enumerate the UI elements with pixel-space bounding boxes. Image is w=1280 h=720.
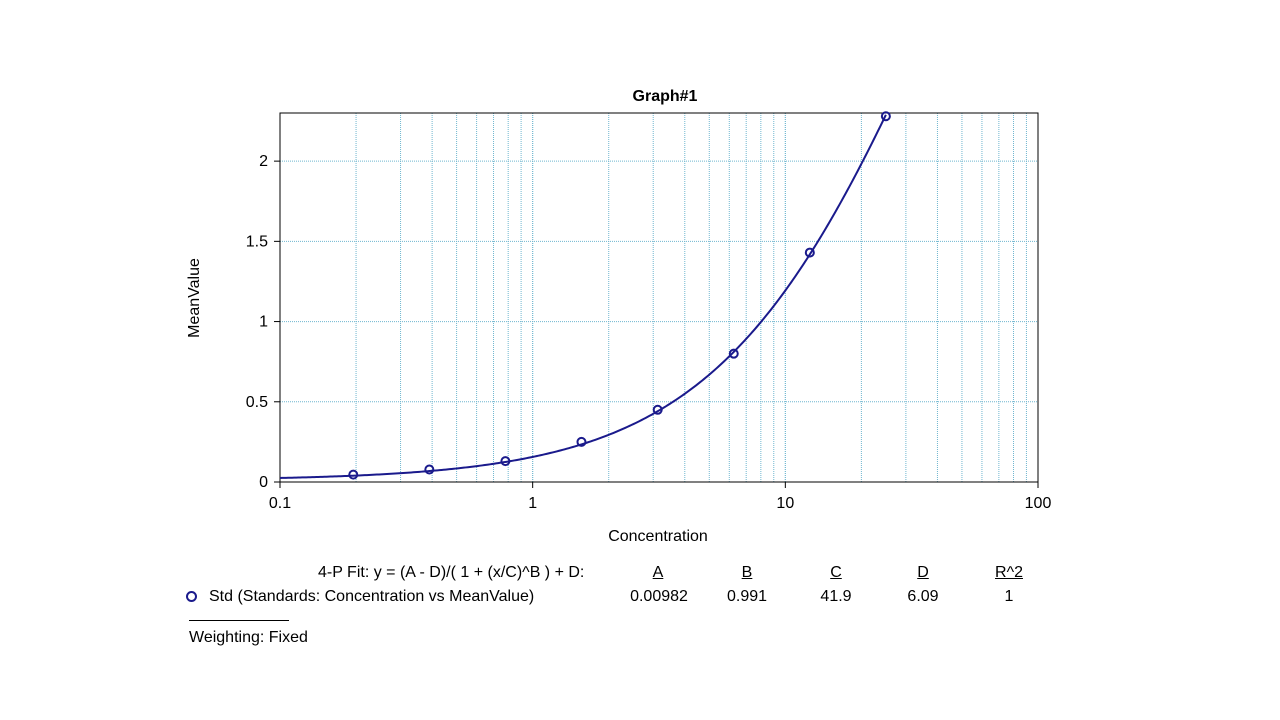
x-tick-label: 0.1: [269, 495, 291, 512]
plot-frame: [279, 112, 1039, 483]
grid: [280, 113, 1038, 482]
data-point: [804, 247, 815, 258]
x-tick-label: 10: [776, 495, 794, 512]
y-tick-label: 0.5: [246, 394, 268, 411]
x-tick-label: 1: [528, 495, 537, 512]
y-tick-label: 1.5: [246, 233, 268, 250]
fit-curve: [279, 114, 887, 479]
data-point: [424, 464, 435, 475]
data-point: [576, 436, 587, 447]
data-point: [500, 456, 511, 467]
y-tick-label: 2: [259, 153, 268, 170]
data-point: [652, 404, 663, 415]
axes: 0.1 1 10 100 0 0.5 1 1.5 2: [246, 153, 1052, 512]
data-point: [728, 348, 739, 359]
x-tick-label: 100: [1025, 495, 1052, 512]
data-points: [348, 111, 891, 480]
y-axis-label: MeanValue: [186, 258, 203, 338]
x-axis-label: Concentration: [608, 528, 708, 545]
chart-title: Graph#1: [633, 88, 698, 105]
data-point: [348, 469, 359, 480]
y-tick-label: 0: [259, 474, 268, 491]
y-tick-label: 1: [259, 314, 268, 331]
data-point: [880, 111, 891, 122]
